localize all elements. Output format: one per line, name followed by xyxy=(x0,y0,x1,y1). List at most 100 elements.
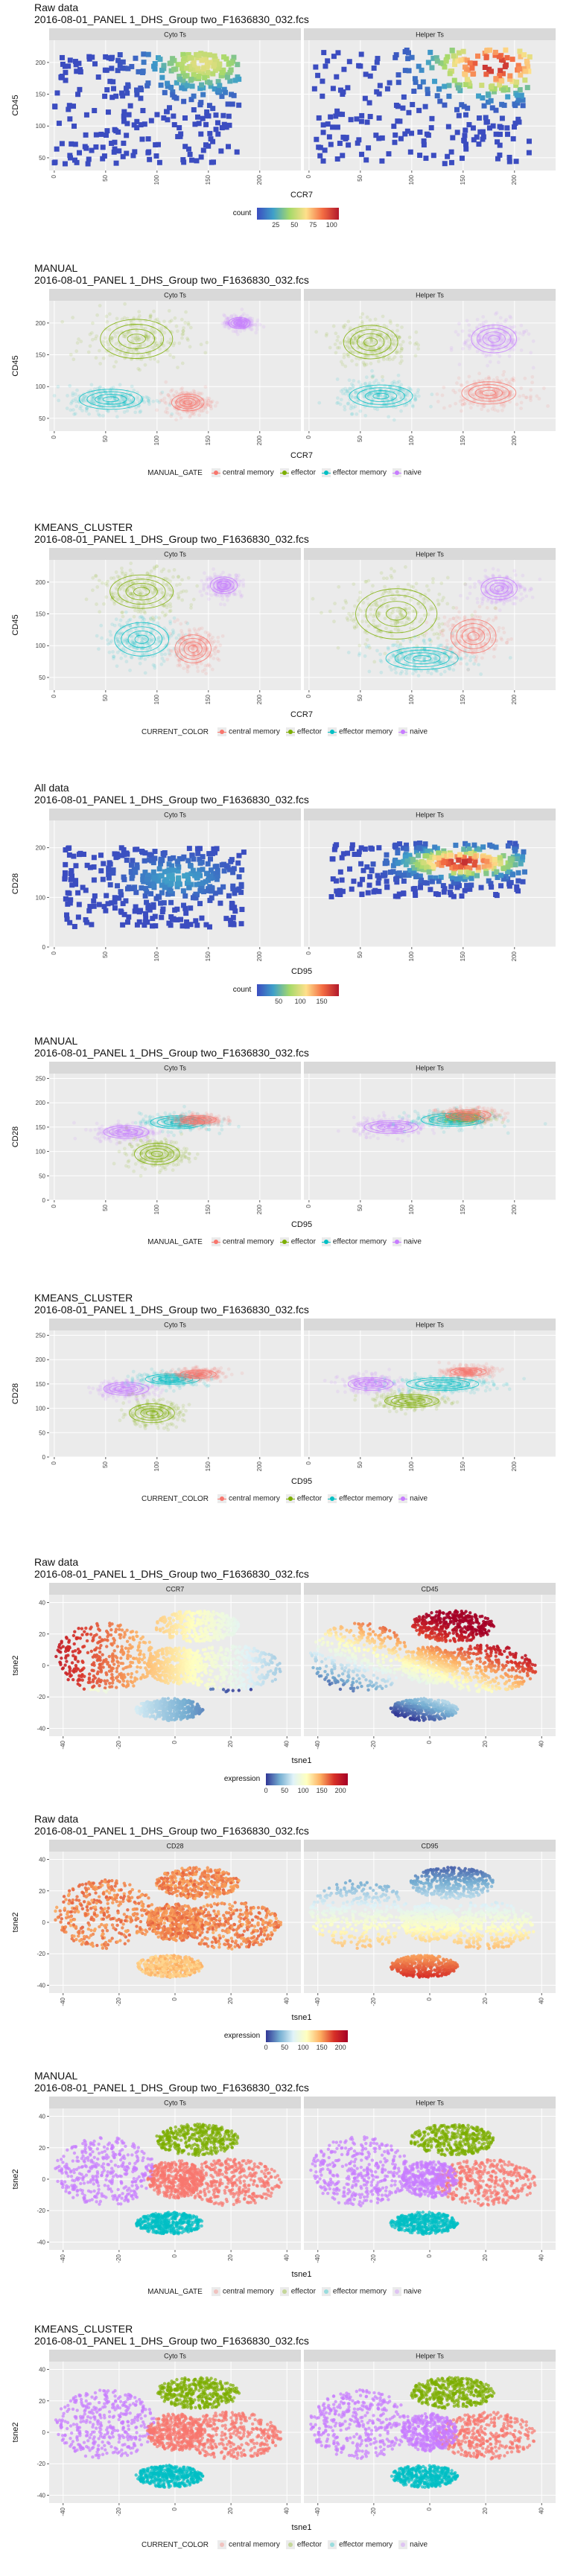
scatter-point xyxy=(191,652,195,656)
bin-cell xyxy=(222,122,227,127)
bin-cell xyxy=(68,156,73,161)
scatter-point xyxy=(436,400,440,404)
scatter-point xyxy=(192,412,196,416)
scatter-point xyxy=(521,333,525,337)
scatter-point xyxy=(57,399,60,403)
x-tick-label: 200 xyxy=(256,174,263,185)
x-tick-label: 150 xyxy=(460,174,466,185)
scatter-point xyxy=(97,647,101,651)
scatter-point xyxy=(116,331,120,334)
bin-cell xyxy=(188,152,193,157)
bin-cell xyxy=(416,108,422,113)
scatter-point xyxy=(111,593,115,596)
scatter-point xyxy=(117,598,121,602)
scatter-point xyxy=(116,640,120,643)
scatter-point xyxy=(464,583,468,587)
scatter-point xyxy=(254,323,258,327)
scatter-point xyxy=(501,626,505,630)
scatter-point xyxy=(159,399,162,403)
scatter-point xyxy=(200,593,204,597)
bin-cell xyxy=(104,87,109,92)
bin-cell xyxy=(422,138,427,144)
scatter-point xyxy=(333,602,337,605)
scatter-point xyxy=(448,660,452,663)
scatter-point xyxy=(532,366,536,370)
scatter-point xyxy=(522,330,526,334)
scatter-point xyxy=(203,664,207,668)
bin-cell xyxy=(396,72,401,77)
bin-cell xyxy=(127,112,132,118)
bin-cell xyxy=(425,132,430,137)
bin-cell xyxy=(333,113,338,118)
bin-cell xyxy=(327,134,332,139)
scatter-point xyxy=(390,381,394,385)
scatter-point xyxy=(201,651,205,654)
scatter-point xyxy=(360,320,364,324)
scatter-point xyxy=(400,670,404,674)
scatter-point xyxy=(340,360,343,364)
scatter-point xyxy=(112,654,115,658)
scatter-point xyxy=(408,341,412,345)
scatter-point xyxy=(477,372,481,375)
scatter-point xyxy=(183,321,187,325)
scatter-point xyxy=(530,380,534,384)
bin-cell xyxy=(320,94,325,99)
scatter-point xyxy=(134,406,138,409)
scatter-point xyxy=(112,602,116,606)
scatter-point xyxy=(509,656,512,660)
bin-cell xyxy=(223,90,228,95)
bin-cell xyxy=(346,142,351,147)
scatter-point xyxy=(457,322,461,325)
bin-cell xyxy=(172,122,177,127)
x-tick-label: 100 xyxy=(153,694,160,704)
scatter-point xyxy=(206,410,209,414)
scatter-point xyxy=(482,404,486,408)
bin-cell xyxy=(235,150,240,155)
bin-cell xyxy=(426,60,431,65)
scatter-point xyxy=(470,613,474,617)
scatter-point xyxy=(182,326,185,330)
bin-cell xyxy=(115,68,121,73)
scatter-point xyxy=(149,616,153,620)
scatter-point xyxy=(423,642,427,645)
bin-cell xyxy=(468,60,473,66)
bin-cell xyxy=(190,83,195,89)
scatter-point xyxy=(407,583,410,587)
scatter-point xyxy=(115,617,118,621)
scatter-point xyxy=(409,598,413,602)
bin-cell xyxy=(63,161,68,166)
scatter-point xyxy=(446,576,450,580)
scatter-point xyxy=(524,594,528,598)
scatter-point xyxy=(375,395,379,398)
bin-cell xyxy=(450,135,455,140)
scatter-point xyxy=(538,397,541,401)
scatter-point xyxy=(120,570,124,574)
scatter-point xyxy=(336,346,340,350)
bin-cell xyxy=(111,86,116,92)
scatter-point xyxy=(428,608,432,612)
scatter-point xyxy=(232,593,236,596)
bin-cell xyxy=(498,68,503,73)
scatter-point xyxy=(395,609,399,613)
scatter-point xyxy=(382,576,386,580)
bin-cell xyxy=(157,160,162,165)
scatter-point xyxy=(177,595,181,599)
scatter-point xyxy=(509,637,513,641)
scatter-point xyxy=(489,392,492,395)
scatter-point xyxy=(486,633,490,637)
scatter-point xyxy=(358,380,361,384)
scatter-point xyxy=(380,571,384,575)
scatter-point xyxy=(144,332,148,336)
scatter-point xyxy=(155,399,159,403)
scatter-point xyxy=(478,615,482,619)
bin-cell xyxy=(191,72,197,77)
scatter-point xyxy=(474,332,477,336)
scatter-point xyxy=(387,604,390,608)
bin-cell xyxy=(214,127,219,132)
scatter-point xyxy=(255,328,259,331)
scatter-point xyxy=(170,319,174,322)
bin-cell xyxy=(72,158,77,163)
scatter-point xyxy=(250,328,253,331)
bin-cell xyxy=(124,86,129,91)
scatter-point xyxy=(171,576,175,579)
